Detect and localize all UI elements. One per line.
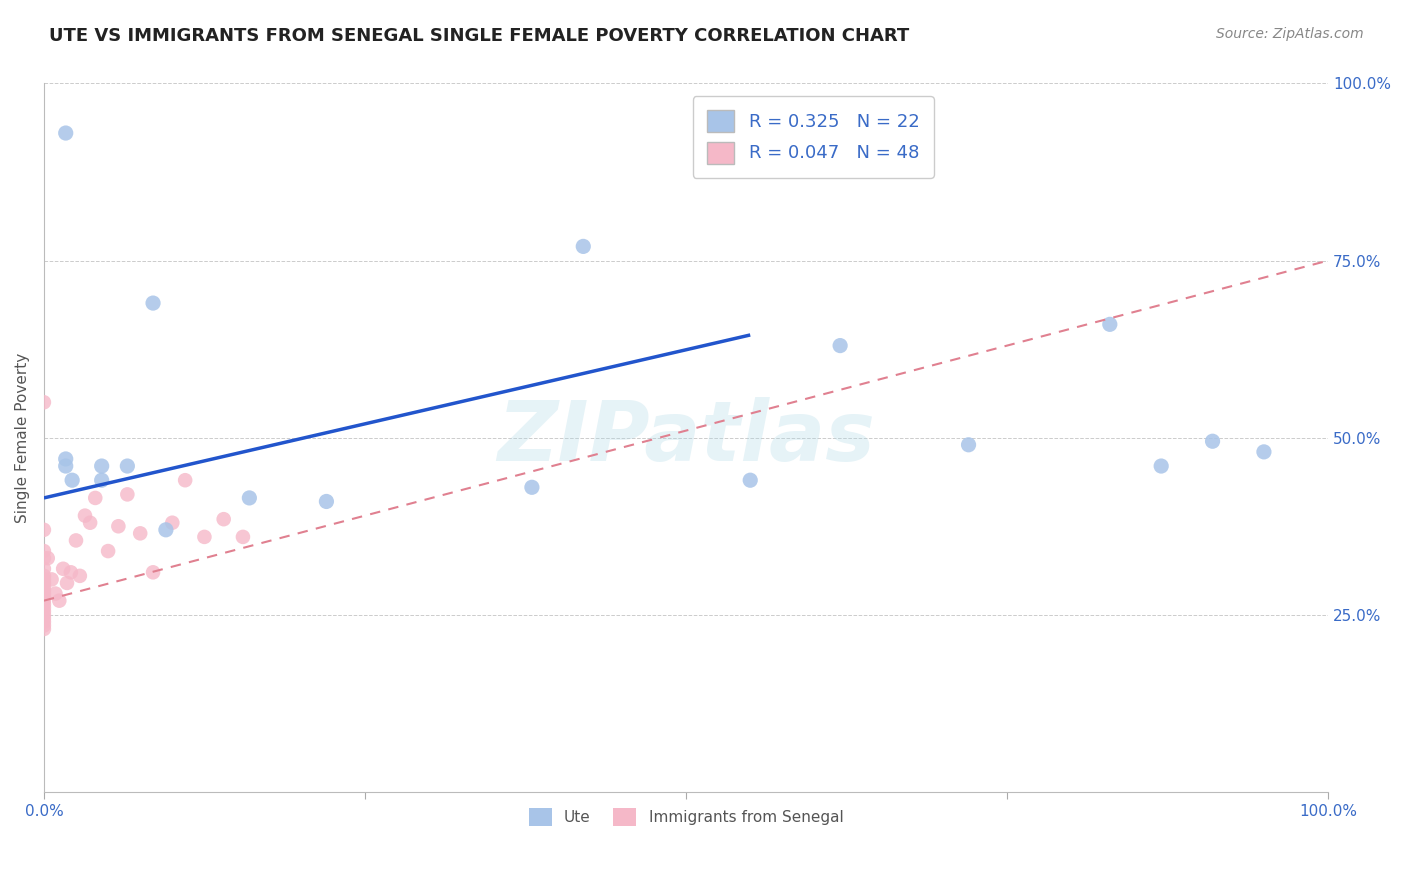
Point [97, 544, 120, 558]
Point [232, 530, 254, 544]
Point [32, 579, 55, 593]
Point [60, 473, 83, 487]
Point [32, 562, 55, 576]
Point [69, 569, 91, 583]
Point [32, 586, 55, 600]
Point [520, 480, 543, 494]
Point [315, 494, 337, 508]
Point [957, 438, 980, 452]
Point [142, 296, 165, 310]
Point [79, 516, 101, 530]
Point [32, 593, 55, 607]
Point [142, 566, 165, 580]
Point [37, 551, 59, 566]
Point [32, 600, 55, 615]
Point [32, 607, 55, 622]
Point [32, 544, 55, 558]
Point [65, 533, 87, 548]
Point [55, 126, 77, 140]
Point [55, 458, 77, 473]
Point [55, 452, 77, 467]
Point [32, 622, 55, 636]
Point [238, 491, 260, 505]
Point [32, 611, 55, 625]
Point [32, 597, 55, 611]
Point [44, 586, 66, 600]
Point [32, 551, 55, 566]
Point [572, 239, 595, 253]
Point [32, 395, 55, 409]
Point [162, 516, 184, 530]
Point [32, 582, 55, 597]
Point [155, 523, 177, 537]
Point [129, 526, 152, 541]
Point [32, 523, 55, 537]
Point [117, 487, 139, 501]
Point [32, 569, 55, 583]
Text: ZIPatlas: ZIPatlas [498, 397, 875, 478]
Point [32, 618, 55, 632]
Point [830, 338, 852, 352]
Point [52, 562, 75, 576]
Point [48, 593, 70, 607]
Point [1201, 434, 1223, 449]
Point [90, 473, 112, 487]
Point [56, 576, 79, 591]
Point [32, 590, 55, 604]
Point [59, 566, 82, 580]
Point [1150, 458, 1173, 473]
Point [41, 573, 63, 587]
Y-axis label: Single Female Poverty: Single Female Poverty [15, 352, 30, 523]
Point [193, 530, 215, 544]
Point [73, 508, 96, 523]
Point [32, 604, 55, 618]
Point [32, 576, 55, 591]
Legend: Ute, Immigrants from Senegal: Ute, Immigrants from Senegal [522, 800, 851, 834]
Point [117, 458, 139, 473]
Point [32, 615, 55, 629]
Text: UTE VS IMMIGRANTS FROM SENEGAL SINGLE FEMALE POVERTY CORRELATION CHART: UTE VS IMMIGRANTS FROM SENEGAL SINGLE FE… [49, 27, 910, 45]
Point [90, 458, 112, 473]
Text: Source: ZipAtlas.com: Source: ZipAtlas.com [1216, 27, 1364, 41]
Point [174, 473, 197, 487]
Point [32, 573, 55, 587]
Point [84, 491, 107, 505]
Point [212, 512, 235, 526]
Point [1098, 318, 1121, 332]
Point [740, 473, 762, 487]
Point [1253, 445, 1275, 459]
Point [107, 519, 129, 533]
